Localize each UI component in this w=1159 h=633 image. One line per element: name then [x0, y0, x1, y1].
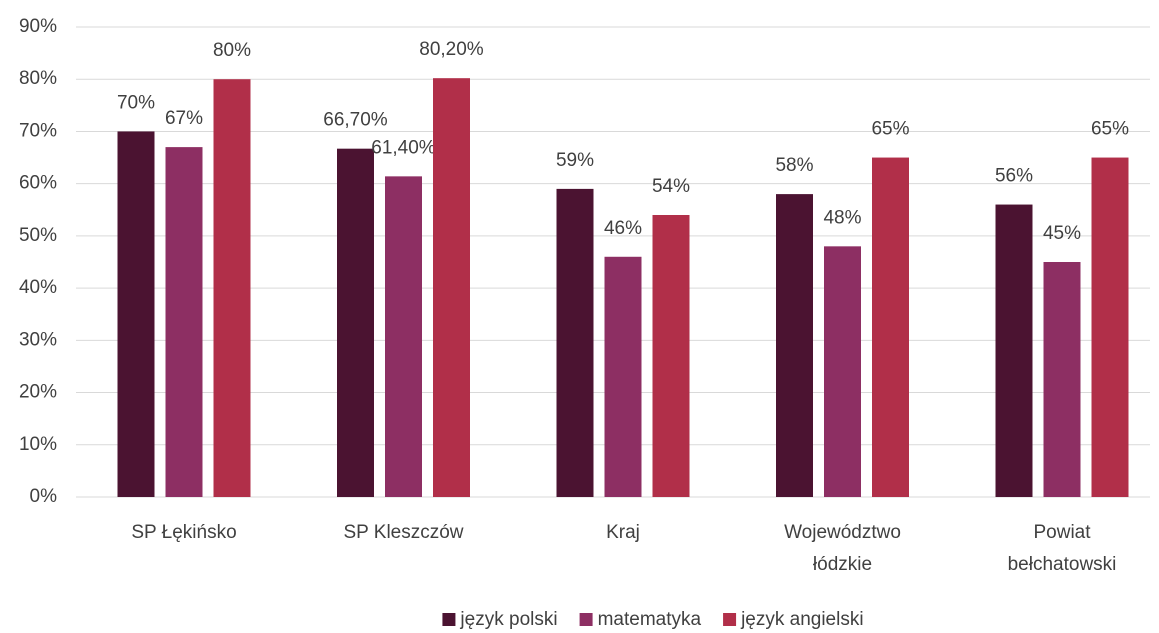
legend-swatch: [442, 613, 456, 626]
data-label: 45%: [1043, 223, 1081, 244]
data-label: 58%: [775, 155, 813, 176]
data-label: 65%: [1091, 119, 1129, 140]
data-label: 59%: [556, 150, 594, 171]
bar: [995, 204, 1033, 498]
x-tick-line: Województwo: [784, 522, 901, 543]
data-label: 46%: [604, 218, 642, 239]
bar: [385, 176, 422, 497]
bar: [824, 246, 861, 497]
y-tick-label: 40%: [19, 277, 57, 298]
x-tick-label: SP Łękińsko: [131, 522, 236, 543]
x-tick-label: Kraj: [606, 522, 640, 543]
bar: [652, 215, 690, 497]
y-tick-label: 50%: [19, 225, 57, 246]
x-tick-label: Województwo łódzkie: [784, 522, 901, 575]
legend-label: język angielski: [740, 609, 864, 630]
data-label: 70%: [117, 92, 155, 113]
x-tick-label: Powiat bełchatowski: [1008, 522, 1117, 575]
bar: [872, 157, 909, 498]
bar: [556, 188, 594, 497]
data-label: 48%: [823, 207, 861, 228]
data-label: 54%: [652, 176, 690, 197]
bar: [604, 256, 642, 497]
bar: [433, 78, 470, 497]
bar: [776, 194, 813, 497]
data-label: 65%: [871, 119, 909, 140]
bar: [1043, 262, 1081, 497]
y-tick-label: 70%: [19, 120, 57, 141]
y-tick-label: 80%: [19, 68, 57, 89]
y-tick-label: 60%: [19, 173, 57, 194]
bar: [165, 147, 203, 497]
x-tick-line: łódzkie: [813, 554, 872, 575]
bar: [213, 79, 251, 497]
data-label: 80%: [213, 40, 251, 61]
x-tick-line: Powiat: [1033, 522, 1091, 543]
y-tick-label: 10%: [19, 434, 57, 455]
x-tick-label: SP Kleszczów: [343, 522, 463, 543]
y-tick-label: 90%: [19, 16, 57, 37]
y-tick-label: 0%: [30, 486, 58, 507]
data-label: 61,40%: [371, 137, 436, 158]
legend-swatch: [723, 613, 737, 626]
data-label: 67%: [165, 108, 203, 129]
legend: język polski matematyka język angielski: [442, 609, 864, 630]
y-tick-label: 30%: [19, 329, 57, 350]
legend-label: język polski: [459, 609, 557, 630]
data-label: 66,70%: [323, 110, 388, 131]
legend-swatch: [579, 613, 593, 626]
data-label: 56%: [995, 166, 1033, 187]
y-tick-label: 20%: [19, 382, 57, 403]
bar: [117, 131, 155, 497]
bar: [337, 148, 374, 497]
data-label: 80,20%: [419, 39, 484, 60]
x-tick-line: bełchatowski: [1008, 554, 1117, 575]
legend-label: matematyka: [598, 609, 702, 630]
bar: [1091, 157, 1129, 498]
